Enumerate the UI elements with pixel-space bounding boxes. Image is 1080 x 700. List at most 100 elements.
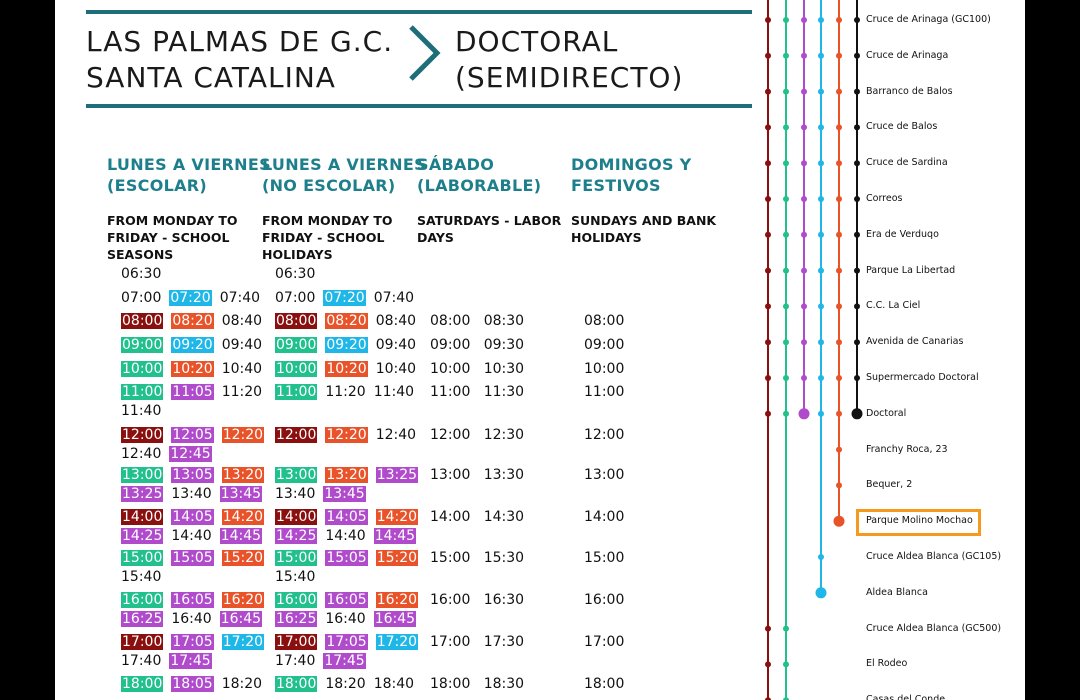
stop-dot	[851, 408, 863, 420]
departure-chip: 17:00	[121, 634, 164, 650]
stop-dot	[783, 17, 789, 23]
stop-dot	[765, 303, 771, 310]
time-line: 07:00 07:20 07:40	[121, 290, 268, 307]
column-title-saturday: SÁBADO (LABORABLE)	[417, 155, 542, 195]
stop-dot	[783, 303, 789, 310]
departure-time: 06:30	[121, 266, 162, 282]
time-line: 17:00 17:05 17:20	[121, 634, 272, 651]
sunday-time: 10:00	[584, 361, 625, 377]
stop-dot	[818, 267, 824, 274]
stop-label: Correos	[866, 193, 903, 204]
stop-dot	[818, 554, 824, 560]
column-subtitle-sunday: SUNDAYS AND BANK HOLIDAYS	[571, 213, 717, 245]
departure-time: 13:40	[171, 486, 212, 502]
origin-title-line2: SANTA CATALINA	[86, 61, 336, 94]
stop-dot	[765, 196, 771, 202]
stop-dot	[854, 303, 860, 310]
departure-time: 16:40	[171, 611, 212, 627]
stop-dot	[765, 231, 771, 238]
stop-label: Doctoral	[866, 407, 907, 419]
departure-chip: 10:20	[325, 361, 368, 377]
stop-dot	[818, 52, 824, 59]
departure-chip: 14:05	[171, 509, 214, 525]
departure-time: 11:20	[325, 384, 366, 400]
stop-label: Cruce de Balos	[866, 121, 938, 133]
stop-dot	[836, 124, 842, 131]
time-line: 08:00 08:20 08:40	[275, 313, 424, 330]
departure-chip: 15:05	[325, 550, 368, 566]
stop-dot	[765, 160, 771, 167]
stop-dot	[783, 160, 789, 167]
stop-dot	[801, 124, 807, 131]
time-line: 18:00 18:20 18:40	[275, 676, 422, 693]
stop-dot	[818, 410, 824, 417]
departure-chip: 16:05	[325, 592, 368, 608]
time-line: 16:25 16:40 16:45	[275, 611, 424, 628]
departure-chip: 08:20	[171, 313, 214, 329]
departure-chip: 17:45	[169, 653, 212, 669]
stop-dot	[818, 160, 824, 167]
time-line: 15:00 15:05 15:20	[121, 550, 272, 567]
departure-chip: 07:20	[323, 290, 366, 306]
departure-time: 17:40	[121, 653, 162, 669]
time-line: 14:25 14:40 14:45	[275, 528, 424, 545]
stop-dot	[765, 88, 771, 95]
departure-chip: 16:00	[121, 592, 164, 608]
stop-dot	[765, 267, 771, 274]
stop-label: Casas del Conde	[866, 694, 946, 700]
departure-time: 06:30	[275, 266, 316, 282]
departure-time: 11:40	[373, 384, 415, 400]
departure-time: 18:20	[325, 676, 366, 692]
departure-chip: 10:00	[275, 361, 318, 377]
departure-chip: 17:45	[323, 653, 366, 669]
stop-dot	[818, 339, 824, 346]
stop-dot	[818, 88, 824, 95]
departure-chip: 07:20	[169, 290, 212, 306]
stop-label: Cruce Aldea Blanca (GC500)	[866, 622, 1002, 634]
departure-time: 18:20	[221, 676, 263, 692]
saturday-times: 14:00 14:30	[430, 509, 525, 525]
stop-dot	[765, 339, 771, 346]
time-line: 09:00 09:20 09:40	[121, 337, 270, 354]
sunday-time: 14:00	[584, 509, 625, 525]
departure-chip: 14:00	[121, 509, 164, 525]
departure-chip: 18:00	[121, 676, 164, 692]
saturday-times: 12:00 12:30	[430, 427, 525, 443]
stop-dot	[836, 17, 842, 23]
time-line: 14:25 14:40 14:45	[121, 528, 270, 545]
departure-chip: 08:00	[275, 313, 318, 329]
saturday-times: 11:00 11:30	[430, 384, 525, 400]
departure-time: 14:40	[171, 528, 212, 544]
column-title-sunday: DOMINGOS Y FESTIVOS	[571, 155, 692, 195]
departure-chip: 15:00	[275, 550, 318, 566]
departure-chip: 13:00	[121, 467, 164, 483]
stop-dot	[836, 446, 842, 453]
stop-label: Cruce de Sardina	[866, 157, 948, 169]
saturday-times: 15:00 15:30	[430, 550, 525, 566]
stop-dot	[765, 410, 771, 417]
stop-dot	[854, 124, 860, 131]
departure-chip: 09:20	[325, 337, 368, 353]
stop-label: Parque La Libertad	[866, 264, 956, 276]
stop-dot	[783, 196, 789, 202]
destination-title-line2: (SEMIDIRECTO)	[455, 61, 684, 94]
departure-time: 07:40	[219, 290, 261, 306]
time-line: 11:00 11:05 11:20	[121, 384, 270, 401]
departure-chip: 13:05	[171, 467, 214, 483]
stop-dot	[818, 303, 824, 310]
departure-chip: 18:05	[171, 676, 214, 692]
time-line: 12:00 12:05 12:20	[121, 427, 272, 444]
departure-chip: 14:05	[325, 509, 368, 525]
departure-time: 12:40	[121, 446, 162, 462]
departure-chip: 12:20	[221, 427, 265, 443]
stop-dot	[783, 88, 789, 95]
stop-dot	[818, 196, 824, 202]
departure-chip: 13:45	[219, 486, 263, 502]
departure-time: 08:40	[375, 313, 417, 329]
column-title-weekday-holiday: LUNES A VIERNES (NO ESCOLAR)	[262, 155, 426, 195]
stop-dot	[765, 124, 771, 131]
departure-chip: 16:20	[375, 592, 419, 608]
stop-dot	[783, 339, 789, 346]
column-subtitle-saturday: SATURDAYS - LABOR DAYS	[417, 213, 562, 245]
time-line: 10:00 10:20 10:40	[275, 361, 424, 378]
